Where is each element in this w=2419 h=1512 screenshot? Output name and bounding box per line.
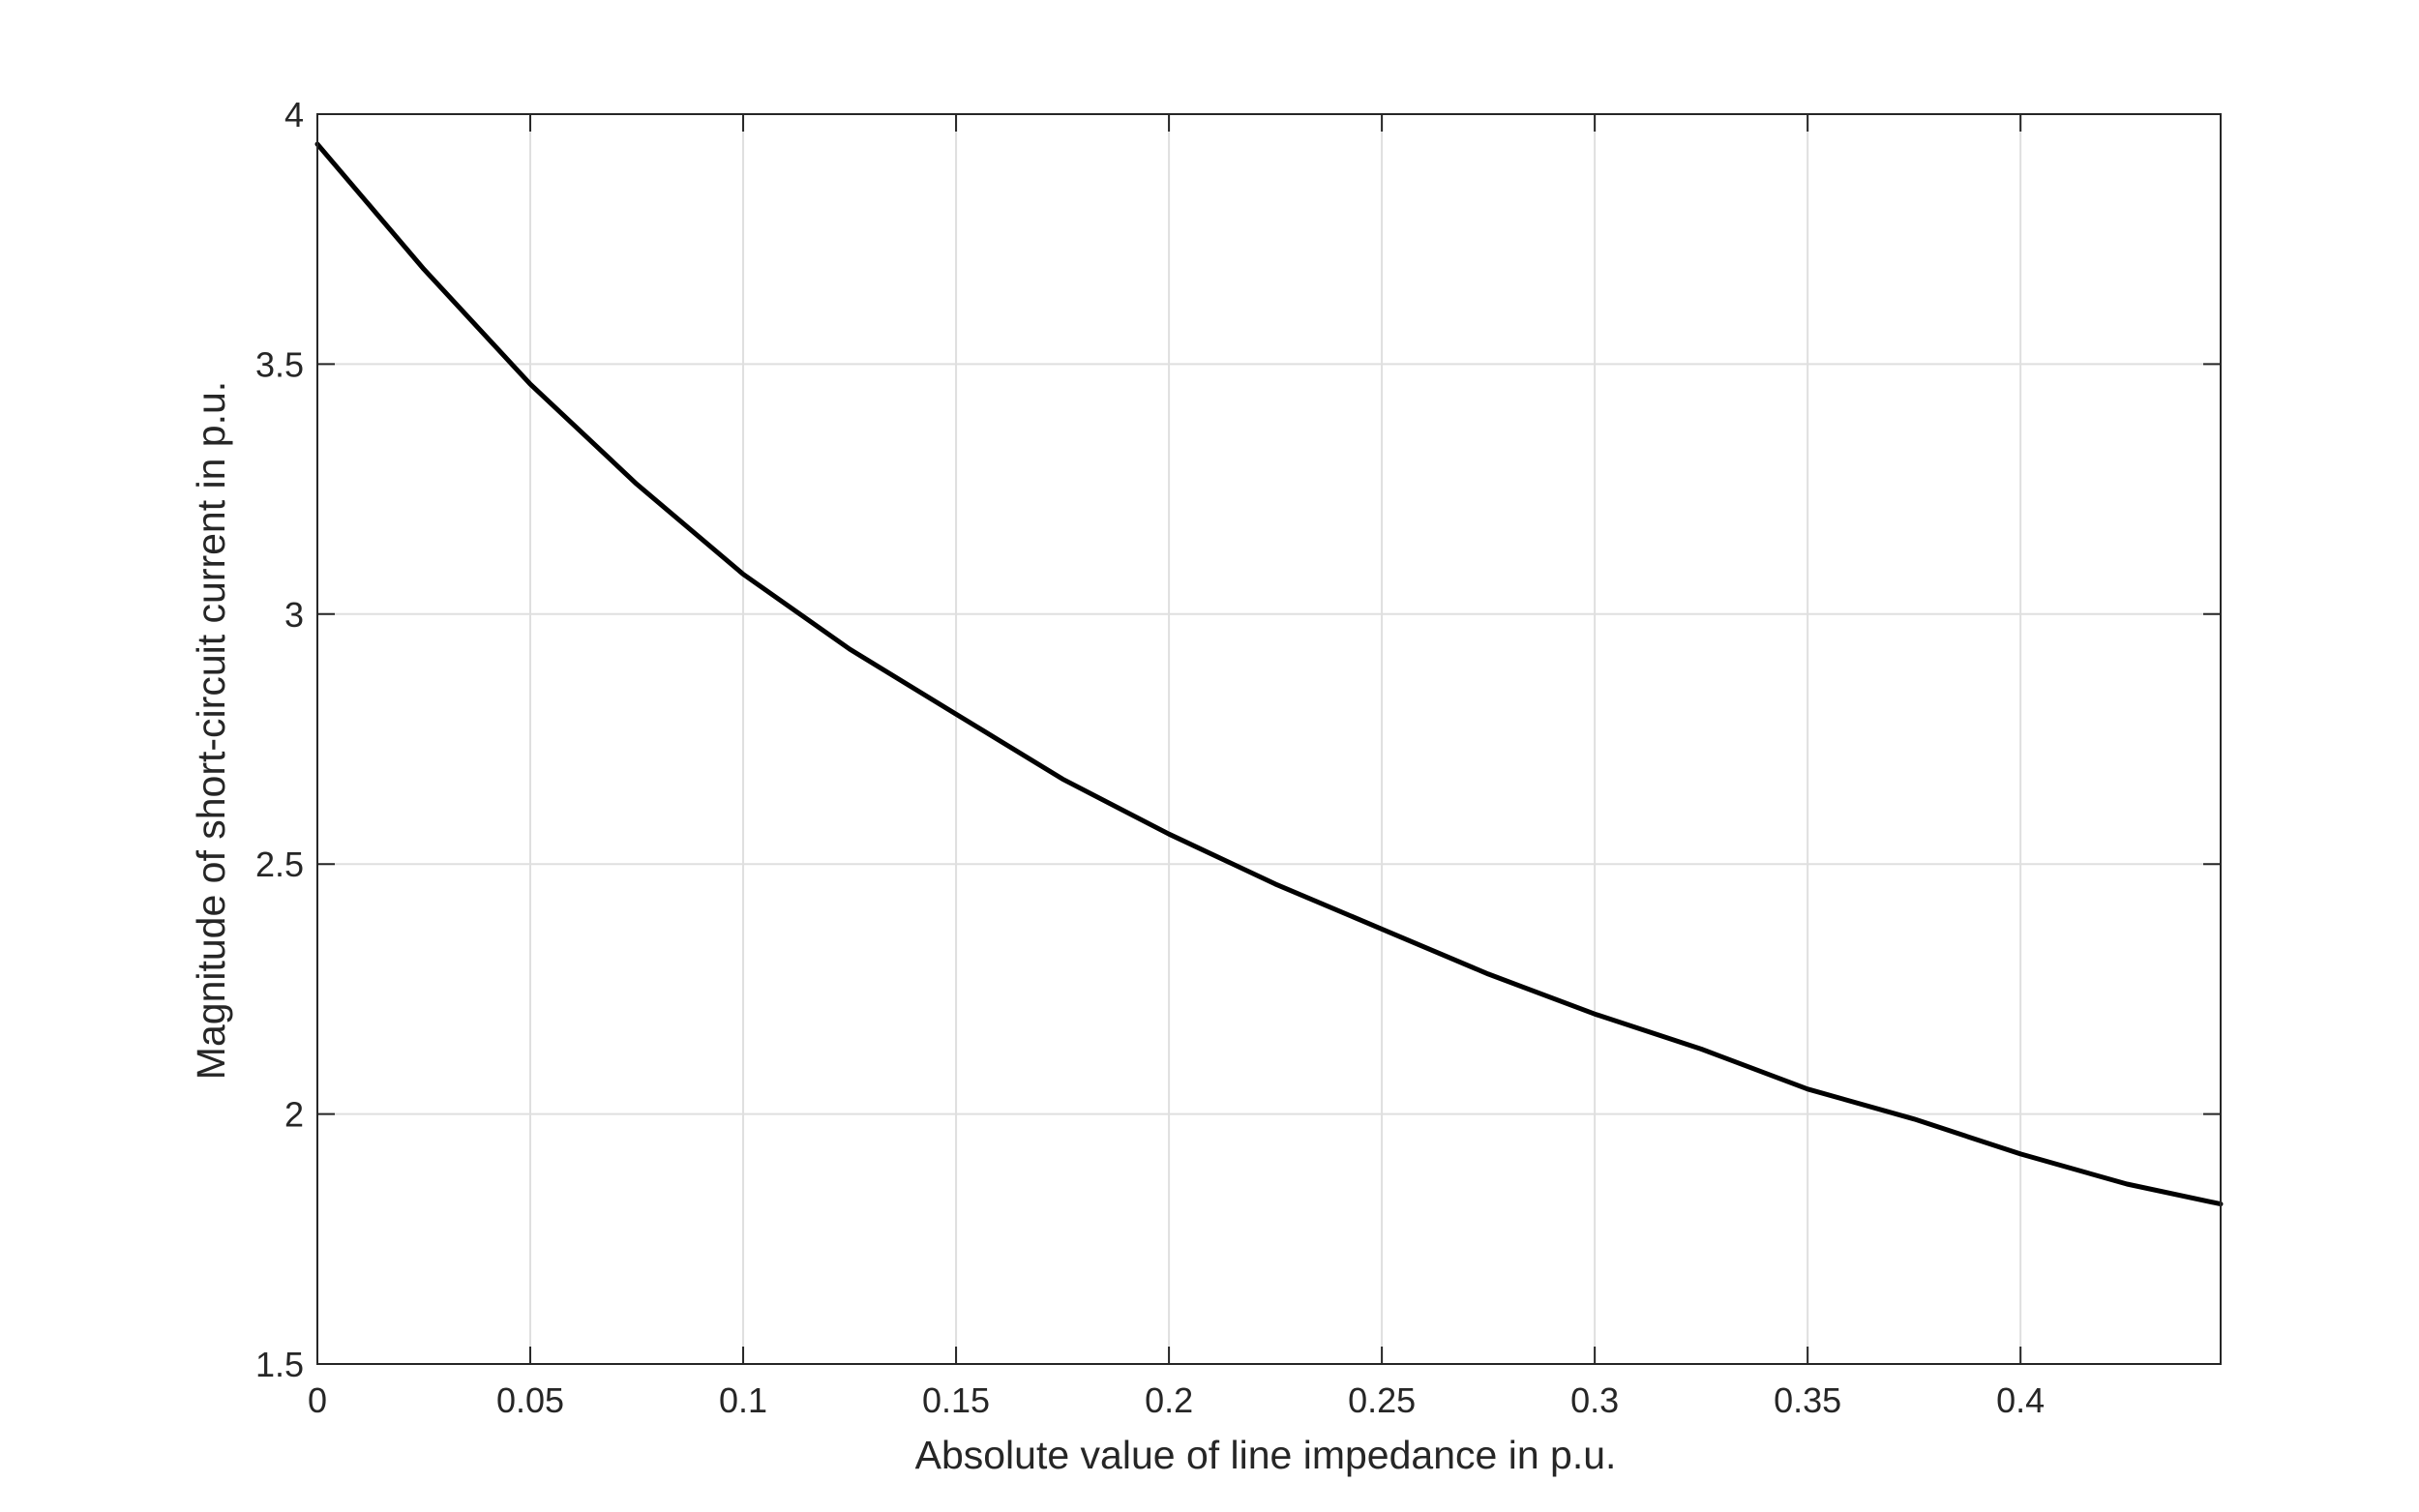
x-axis-label: Absolute value of line impedance in p.u.: [915, 1433, 1617, 1477]
axes-frame: [316, 113, 2222, 1365]
x-tick-label: 0.4: [1996, 1380, 2045, 1420]
x-tick-label: 0.35: [1774, 1380, 1841, 1420]
x-tick-label: 0.15: [922, 1380, 990, 1420]
tick-labels: 0 0.05 0.1 0.15 0.2 0.25 0.3 0.35 0.4 1.5 2 2.5 3 3.5…: [255, 95, 2045, 1420]
y-tick-label: 1.5: [255, 1345, 304, 1384]
x-tick-label: 0.2: [1145, 1380, 1193, 1420]
x-tick-label: 0.3: [1570, 1380, 1619, 1420]
plot-area-box: [316, 113, 2222, 1365]
tick-marks: [316, 113, 2221, 1365]
y-tick-label: 3.5: [255, 344, 304, 384]
grid-lines: [316, 113, 2221, 1365]
y-tick-label: 3: [284, 595, 304, 635]
y-tick-label: 2: [284, 1095, 304, 1135]
y-tick-label: 2.5: [255, 845, 304, 884]
x-tick-label: 0.1: [719, 1380, 767, 1420]
x-tick-label: 0: [308, 1380, 327, 1420]
x-tick-label: 0.05: [496, 1380, 564, 1420]
y-tick-label: 4: [284, 95, 304, 134]
x-tick-label: 0.25: [1348, 1380, 1416, 1420]
y-axis-label: Magnitude of short-circuit current in p.…: [189, 381, 233, 1080]
series-line: [314, 141, 2224, 1207]
data-series: [314, 141, 2224, 1207]
